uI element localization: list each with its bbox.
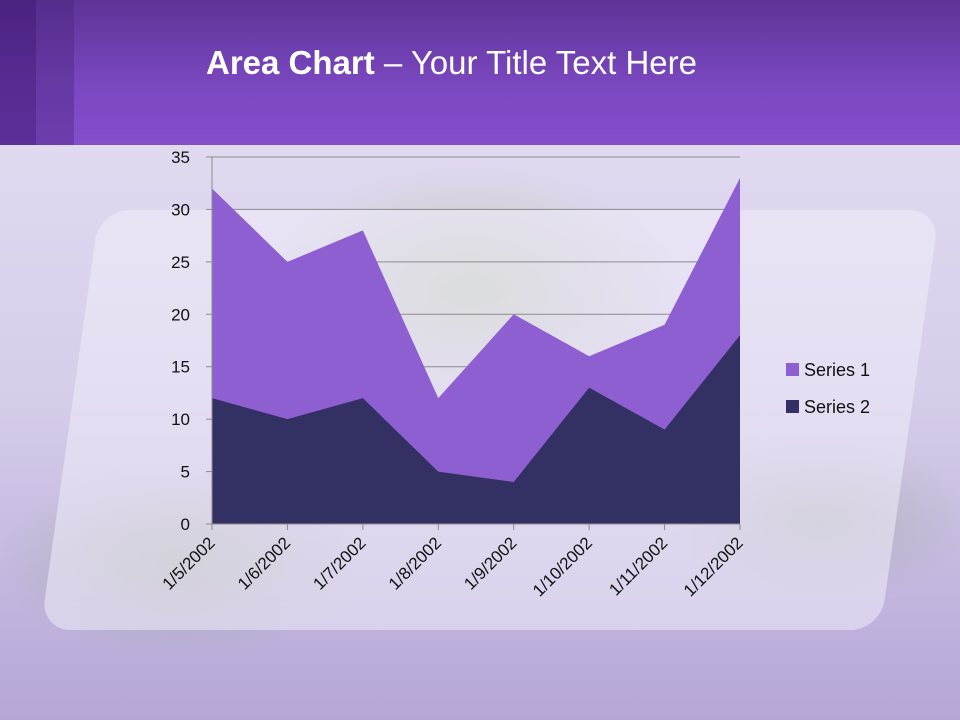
chart-areas [212, 177, 740, 524]
y-axis-ticks: 0 5 10 15 20 25 30 35 [171, 148, 212, 534]
x-tick-label: 1/11/2002 [605, 533, 671, 599]
slide-title-rest: – Your Title Text Here [374, 44, 697, 81]
y-tick-label: 35 [171, 148, 190, 167]
y-tick-label: 30 [171, 200, 190, 219]
x-tick-label: 1/12/2002 [680, 533, 747, 600]
legend-label-series-1: Series 1 [804, 360, 870, 380]
header-band [0, 0, 960, 145]
slide-title-bold: Area Chart [206, 44, 375, 81]
y-tick-label: 10 [171, 410, 190, 429]
chart-axes [211, 157, 740, 525]
x-axis-ticks: 1/5/2002 1/6/2002 1/7/2002 1/8/2002 1/9/2002… [159, 524, 747, 600]
series-2-area [212, 335, 740, 524]
y-tick-label: 0 [181, 515, 190, 534]
legend-swatch-series-1 [786, 363, 799, 376]
header-stripe [0, 0, 36, 145]
x-tick-label: 1/10/2002 [529, 533, 596, 600]
x-tick-label: 1/5/2002 [159, 533, 219, 593]
y-tick-label: 25 [171, 253, 190, 272]
y-tick-label: 5 [181, 463, 190, 482]
y-tick-label: 20 [171, 305, 190, 324]
x-tick-label: 1/6/2002 [234, 533, 294, 593]
y-tick-label: 15 [171, 358, 190, 377]
header-stripe [36, 0, 74, 145]
x-tick-label: 1/8/2002 [385, 533, 445, 593]
x-tick-label: 1/9/2002 [460, 533, 520, 593]
chart-legend: Series 1 Series 2 [786, 360, 870, 417]
legend-swatch-series-2 [786, 400, 799, 413]
legend-label-series-2: Series 2 [804, 397, 870, 417]
slide-title: Area Chart – Your Title Text Here [206, 40, 697, 86]
x-tick-label: 1/7/2002 [309, 533, 369, 593]
